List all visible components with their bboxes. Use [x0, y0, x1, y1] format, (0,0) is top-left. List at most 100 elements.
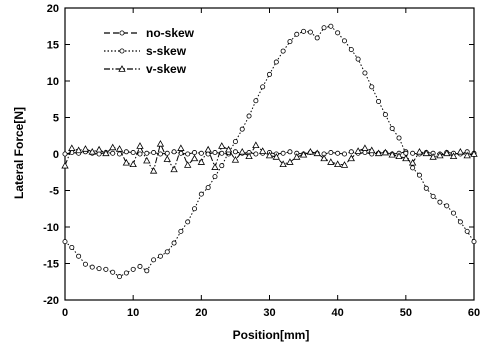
x-tick-label-1: 10	[127, 307, 139, 319]
point-s-skew-35	[301, 28, 307, 34]
point-no-skew-5	[96, 151, 102, 157]
point-s-skew-22	[212, 174, 218, 180]
point-v-skew-49	[395, 152, 403, 159]
legend-marker-v-skew	[118, 65, 126, 72]
point-v-skew-2	[74, 146, 83, 154]
legend: no-skew s-skew v-skew	[104, 26, 195, 76]
y-tick-label-2: 10	[47, 76, 59, 88]
point-v-skew-57	[449, 152, 458, 159]
point-v-skew-1	[68, 144, 76, 151]
point-v-skew-12	[143, 156, 151, 164]
point-v-skew-24	[224, 145, 233, 153]
point-s-skew-12	[144, 268, 150, 274]
point-s-skew-57	[451, 210, 457, 216]
point-v-skew-41	[340, 161, 349, 168]
point-v-skew-17	[177, 144, 185, 151]
point-v-skew-14	[156, 139, 165, 147]
point-s-skew-40	[335, 30, 341, 36]
point-no-skew-12	[144, 150, 150, 156]
point-v-skew-47	[381, 148, 390, 156]
point-v-skew-20	[197, 158, 206, 165]
point-v-skew-21	[204, 145, 212, 153]
point-s-skew-44	[362, 70, 368, 76]
point-no-skew-19	[192, 150, 198, 156]
point-s-skew-37	[314, 35, 320, 41]
point-s-skew-23	[219, 163, 225, 169]
point-s-skew-53	[423, 185, 429, 191]
point-s-skew-19	[192, 206, 198, 212]
point-v-skew-38	[320, 154, 328, 162]
point-s-skew-1	[69, 244, 75, 250]
point-no-skew-28	[253, 151, 259, 157]
point-v-skew-43	[354, 147, 362, 154]
point-s-skew-60	[471, 239, 477, 245]
point-s-skew-20	[198, 191, 204, 197]
point-s-skew-0	[62, 239, 68, 245]
point-s-skew-51	[410, 165, 416, 171]
point-s-skew-41	[341, 38, 347, 44]
point-no-skew-16	[171, 149, 177, 155]
point-s-skew-30	[266, 71, 272, 77]
x-tick-label-2: 20	[195, 307, 207, 319]
point-v-skew-48	[388, 150, 396, 158]
point-no-skew-10	[130, 150, 136, 156]
point-no-skew-22	[212, 150, 218, 156]
point-v-skew-29	[259, 147, 267, 154]
y-tick-label-7: -15	[43, 259, 59, 271]
point-v-skew-32	[279, 160, 287, 168]
legend-item-v-skew: v-skew	[104, 62, 187, 76]
point-no-skew-8	[117, 151, 123, 157]
y-axis-label: Lateral Force[N]	[12, 107, 26, 199]
point-v-skew-52	[415, 147, 424, 155]
point-v-skew-8	[115, 145, 124, 152]
point-s-skew-48	[389, 125, 395, 131]
point-no-skew-9	[123, 149, 129, 155]
x-tick-label-5: 50	[400, 307, 412, 319]
y-tick-label-8: -20	[43, 295, 59, 307]
point-s-skew-11	[137, 263, 143, 269]
point-v-skew-26	[238, 147, 246, 155]
point-v-skew-25	[231, 156, 240, 163]
x-tick-label-0: 0	[62, 307, 68, 319]
point-v-skew-18	[184, 161, 192, 168]
point-v-skew-9	[122, 158, 131, 166]
point-v-skew-54	[429, 153, 437, 160]
point-s-skew-42	[348, 47, 354, 53]
point-v-skew-55	[436, 151, 444, 159]
series-s-skew	[62, 23, 477, 280]
point-s-skew-3	[82, 261, 88, 267]
point-no-skew-51	[410, 150, 416, 156]
point-s-skew-28	[253, 98, 259, 104]
x-tick-label-6: 60	[468, 307, 480, 319]
point-v-skew-59	[463, 151, 471, 159]
y-tick-label-1: 15	[47, 40, 59, 52]
point-v-skew-31	[272, 153, 280, 160]
point-s-skew-49	[396, 135, 402, 141]
point-no-skew-14	[157, 151, 163, 157]
point-s-skew-14	[157, 253, 163, 259]
point-no-skew-40	[335, 150, 341, 156]
point-v-skew-60	[470, 150, 478, 157]
point-s-skew-33	[287, 39, 293, 45]
point-v-skew-3	[81, 145, 90, 152]
point-v-skew-30	[265, 151, 274, 159]
point-v-skew-6	[102, 149, 110, 157]
point-s-skew-38	[321, 25, 327, 31]
legend-marker-s-skew	[119, 48, 125, 54]
y-tick-label-3: 5	[53, 113, 59, 125]
point-v-skew-58	[456, 147, 465, 155]
legend-label-s-skew: s-skew	[146, 44, 187, 58]
point-v-skew-11	[136, 142, 144, 149]
point-s-skew-16	[171, 240, 177, 246]
point-s-skew-47	[382, 112, 388, 118]
point-no-skew-13	[151, 150, 157, 156]
y-tick-label-0: 20	[47, 3, 59, 15]
point-no-skew-42	[348, 149, 354, 155]
point-v-skew-28	[252, 141, 260, 149]
x-tick-label-3: 30	[263, 307, 275, 319]
legend-item-no-skew: no-skew	[104, 26, 195, 40]
point-s-skew-27	[246, 113, 252, 119]
point-v-skew-50	[402, 154, 410, 162]
legend-label-v-skew: v-skew	[146, 62, 187, 76]
